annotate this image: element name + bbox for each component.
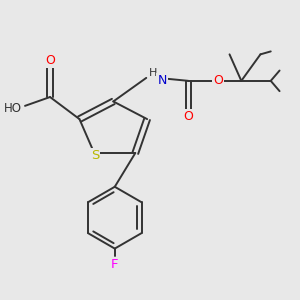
Text: HO: HO xyxy=(4,102,22,115)
Text: F: F xyxy=(111,258,118,271)
Text: S: S xyxy=(91,149,99,162)
Text: O: O xyxy=(45,54,55,67)
Text: O: O xyxy=(213,74,223,87)
Text: H: H xyxy=(149,68,157,79)
Text: O: O xyxy=(183,110,193,123)
Text: N: N xyxy=(158,74,167,87)
